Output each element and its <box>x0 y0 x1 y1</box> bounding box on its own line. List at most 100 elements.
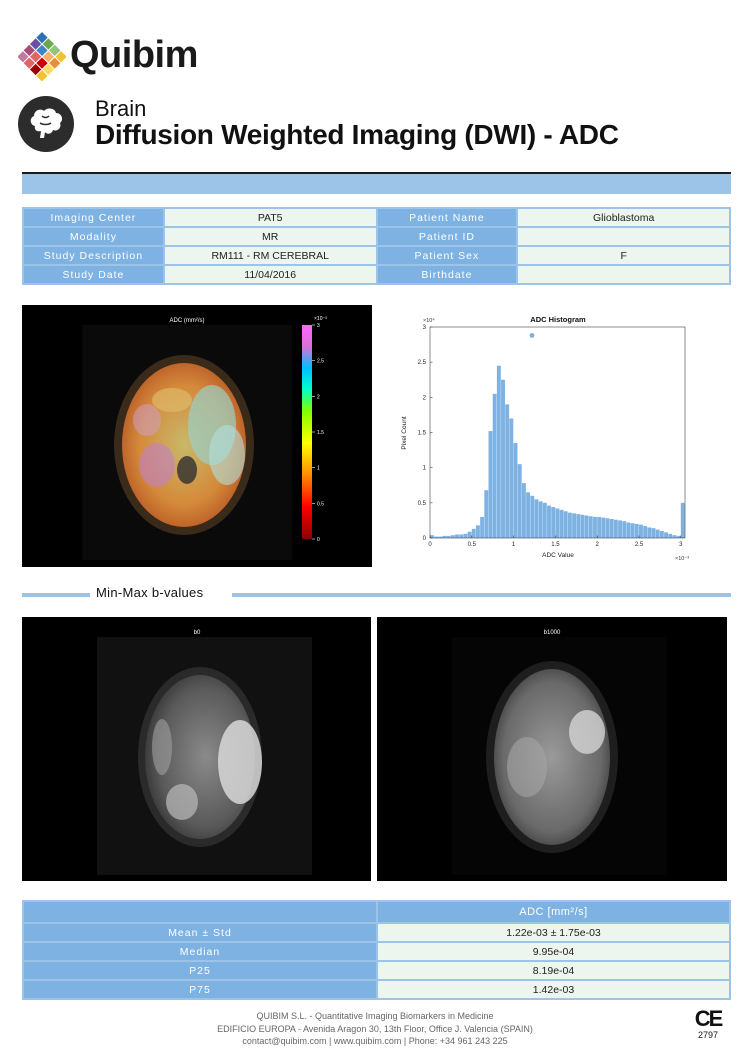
table-row: Study Description RM111 - RM CEREBRAL Pa… <box>22 245 731 266</box>
study-date-value: 11/04/2016 <box>162 264 378 285</box>
histogram-bar <box>446 535 451 538</box>
modality-label: Modality <box>22 226 165 247</box>
y-axis-label: Pixel Count <box>401 416 408 449</box>
median-label: Median <box>22 941 378 962</box>
histogram-bar <box>618 520 622 538</box>
histogram-bar <box>559 509 564 538</box>
patient-sex-value: F <box>516 245 731 266</box>
y-tick-label: 1.5 <box>418 431 427 437</box>
y-tick-label: 2.5 <box>418 360 427 366</box>
histogram-bar <box>659 530 664 538</box>
chart-title: ADC Histogram <box>530 315 586 324</box>
table-header-row: ADC [mm²/s] <box>22 900 731 924</box>
histogram-bar <box>605 518 610 538</box>
histogram-bar <box>501 379 505 538</box>
histogram-bar <box>555 508 560 538</box>
patient-sex-label: Patient Sex <box>375 245 519 266</box>
histogram-bar <box>622 521 627 538</box>
histogram-bar <box>480 516 485 538</box>
table-row: Modality MR Patient ID <box>22 226 731 247</box>
histogram-bar <box>680 502 685 538</box>
histogram-bar <box>517 464 522 538</box>
histogram-bar <box>651 528 656 538</box>
b0-figure: b0 <box>22 617 371 881</box>
histogram-bar <box>450 535 455 538</box>
histogram-bar <box>521 483 526 538</box>
brain-badge <box>18 96 74 152</box>
histogram-bar <box>459 534 464 538</box>
section-rule-right <box>232 593 731 597</box>
colorbar-tick-label: 3 <box>317 323 320 329</box>
mean-std-label: Mean ± Std <box>22 922 378 943</box>
p25-label: P25 <box>22 960 378 981</box>
y-tick-label: 3 <box>423 325 427 331</box>
imaging-center-label: Imaging Center <box>22 207 165 228</box>
y-tick-label: 2 <box>423 395 427 401</box>
brand-name: Quibim <box>70 34 198 76</box>
x-tick-label: 0 <box>428 542 432 548</box>
histogram-bar <box>626 522 631 538</box>
histogram-bar <box>484 490 489 538</box>
table-row: Imaging Center PAT5 Patient Name Gliobla… <box>22 207 731 228</box>
histogram-bar <box>584 515 589 538</box>
study-description-label: Study Description <box>22 245 165 266</box>
adc-stats-table: ADC [mm²/s] Mean ± Std 1.22e-03 ± 1.75e-… <box>22 900 731 1000</box>
colorbar-tick-label: 1.5 <box>317 430 324 436</box>
histogram-bar <box>492 393 497 538</box>
table-corner <box>22 900 378 924</box>
histogram-bar <box>526 492 531 538</box>
table-row: Mean ± Std 1.22e-03 ± 1.75e-03 <box>22 922 731 943</box>
histogram-bar <box>655 529 660 538</box>
histogram-bar <box>630 523 635 538</box>
study-date-label: Study Date <box>22 264 165 285</box>
histogram-bar <box>463 533 468 538</box>
histogram-bar <box>576 514 581 538</box>
b0-label: b0 <box>194 630 201 636</box>
study-description-value: RM111 - RM CEREBRAL <box>162 245 378 266</box>
header-bar <box>22 172 731 194</box>
table-row: P75 1.42e-03 <box>22 979 731 1000</box>
histogram-bar <box>442 535 447 538</box>
histogram-bar <box>509 418 514 538</box>
y-tick-label: 0.5 <box>418 501 427 507</box>
adc-histogram-figure: ADC Histogram ×10⁴ ×10⁻³ ADC Value Pixel… <box>385 305 705 567</box>
p75-value: 1.42e-03 <box>376 979 731 1000</box>
histogram-bar <box>647 527 652 538</box>
colorbar-tick-label: 2 <box>317 394 320 400</box>
histogram-bar <box>639 524 643 538</box>
histogram-bar <box>471 528 476 538</box>
histogram-bar <box>488 431 493 538</box>
y-exponent: ×10⁴ <box>423 317 435 324</box>
study-info-table: Imaging Center PAT5 Patient Name Gliobla… <box>22 207 731 285</box>
footer: QUIBIM S.L. - Quantitative Imaging Bioma… <box>150 1010 600 1048</box>
histogram-bar <box>588 516 593 538</box>
histogram-bar <box>601 517 606 538</box>
imaging-center-value: PAT5 <box>162 207 378 228</box>
patient-name-label: Patient Name <box>375 207 519 228</box>
y-tick-label: 1 <box>423 466 427 472</box>
adc-colorbar <box>302 325 312 539</box>
patient-name-value: Glioblastoma <box>516 207 731 228</box>
birthdate-value <box>516 264 731 285</box>
organ-title: Brain <box>95 96 147 121</box>
histogram-bar <box>609 519 614 538</box>
histogram-bar <box>534 499 539 538</box>
histogram-bar <box>593 516 597 538</box>
histogram-bar <box>643 526 648 538</box>
median-value: 9.95e-04 <box>376 941 731 962</box>
colorbar-exponent: ×10⁻³ <box>314 316 327 322</box>
histogram-bar <box>572 513 577 538</box>
b1000-label: b1000 <box>544 630 561 636</box>
colorbar-tick-label: 2.5 <box>317 359 324 365</box>
brand-logo: Quibim <box>18 28 208 84</box>
histogram-bar <box>467 531 472 538</box>
histogram-bar <box>505 404 510 538</box>
histogram-bar <box>496 365 501 538</box>
p75-label: P75 <box>22 979 378 1000</box>
ce-mark: CE <box>694 1006 724 1031</box>
birthdate-label: Birthdate <box>375 264 519 285</box>
plot-frame <box>429 326 686 539</box>
histogram-marker <box>529 333 535 338</box>
ce-number: 2797 <box>697 1030 719 1040</box>
histogram-bar <box>430 535 434 538</box>
